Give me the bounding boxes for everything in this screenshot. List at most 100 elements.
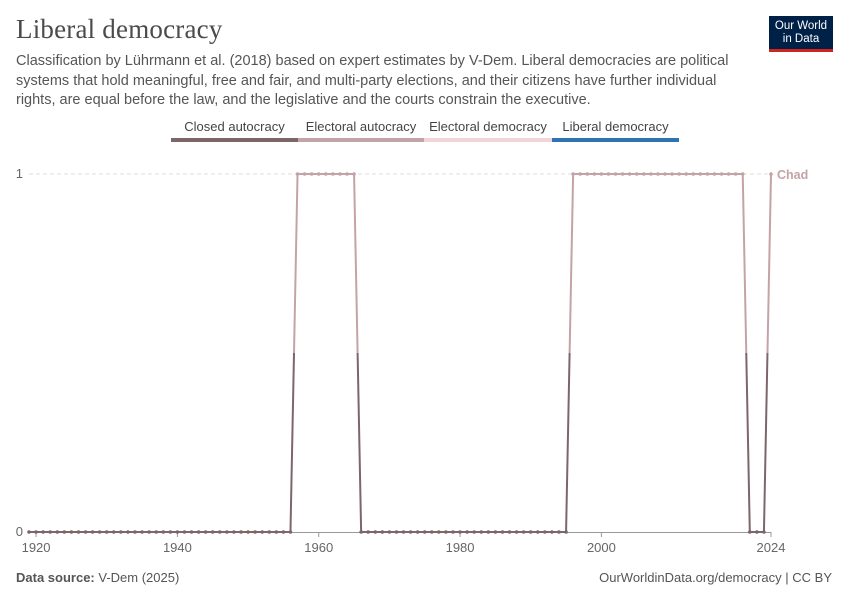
- series-point: [338, 172, 342, 176]
- legend-item-closed-autocracy[interactable]: Closed autocracy: [171, 118, 298, 142]
- chart-subtitle: Classification by Lührmann et al. (2018)…: [16, 53, 729, 108]
- series-point: [691, 172, 696, 176]
- series-point: [670, 172, 674, 176]
- series-point: [663, 172, 667, 176]
- series-point: [281, 530, 286, 534]
- series-point: [719, 172, 724, 176]
- series-point: [359, 530, 363, 534]
- series-point: [500, 530, 505, 534]
- series-point: [430, 530, 434, 534]
- legend-label: Closed autocracy: [184, 119, 285, 134]
- series-point: [465, 530, 469, 534]
- logo-line-2: in Data: [782, 33, 820, 45]
- series-point: [592, 172, 597, 176]
- series-point: [536, 530, 540, 534]
- series-point: [239, 530, 243, 534]
- series-point: [112, 530, 116, 534]
- series-point: [83, 530, 88, 534]
- series-point: [578, 172, 582, 176]
- series-line-segment: [356, 352, 363, 533]
- series-point: [408, 530, 413, 534]
- series-point: [705, 172, 710, 176]
- series-line-segment: [745, 352, 751, 533]
- legend-label: Liberal democracy: [562, 119, 669, 134]
- series-point: [267, 530, 272, 534]
- x-tick-label: 1920: [22, 540, 51, 555]
- series-point: [232, 530, 236, 534]
- series-point: [97, 530, 102, 534]
- series-point: [451, 530, 455, 534]
- series-point: [726, 172, 731, 176]
- series-point: [260, 530, 265, 534]
- series-point: [90, 530, 95, 534]
- series-point: [203, 530, 208, 534]
- credit-link[interactable]: OurWorldinData.org/democracy | CC BY: [599, 570, 832, 585]
- series-point: [140, 530, 144, 534]
- series-point: [324, 172, 328, 176]
- legend-swatch: [171, 138, 298, 142]
- series-point: [634, 172, 639, 176]
- series-point: [302, 172, 307, 176]
- series-point: [345, 172, 349, 176]
- series-point: [543, 530, 547, 534]
- series-point: [599, 172, 604, 176]
- series-point: [458, 530, 462, 534]
- series-point: [528, 530, 533, 534]
- series-point: [147, 530, 151, 534]
- legend-label: Electoral democracy: [429, 119, 547, 134]
- series-point: [34, 530, 38, 534]
- series-point: [119, 530, 123, 534]
- series-point: [253, 530, 257, 534]
- data-source-value[interactable]: V-Dem (2025): [98, 570, 180, 585]
- owid-logo[interactable]: Our World in Data: [769, 16, 833, 52]
- series-point: [133, 530, 137, 534]
- series-point: [366, 530, 371, 534]
- series-line-segment: [353, 173, 359, 354]
- series-point: [606, 172, 611, 176]
- series-point: [76, 530, 81, 534]
- series-point: [394, 530, 399, 534]
- series-line-segment: [565, 352, 571, 533]
- legend-swatch: [424, 138, 552, 142]
- logo-line-1: Our World: [774, 20, 828, 32]
- series-point: [677, 172, 681, 176]
- series-point: [48, 530, 52, 534]
- series-point: [649, 172, 653, 176]
- series-point: [62, 530, 67, 534]
- series-point: [733, 172, 738, 176]
- series-point: [493, 530, 498, 534]
- legend-label: Electoral autocracy: [305, 119, 417, 134]
- x-tick-label: 2024: [757, 540, 786, 555]
- series-point: [755, 530, 759, 534]
- series-point: [656, 172, 660, 176]
- series-point: [613, 172, 618, 176]
- y-tick-label: 1: [16, 166, 23, 181]
- x-tick-label: 1960: [304, 540, 333, 555]
- series-point: [472, 530, 477, 534]
- series-point: [642, 172, 646, 176]
- series-point: [126, 530, 130, 534]
- legend-item-electoral-autocracy[interactable]: Electoral autocracy: [298, 118, 424, 142]
- series-point: [740, 172, 745, 176]
- series-point: [373, 530, 378, 534]
- line-chart: 0 1 1920 1940 1960 1980 2000 2024 Chad: [16, 166, 808, 555]
- data-source: Data source: V-Dem (2025): [16, 570, 179, 585]
- series-line-segment: [762, 352, 769, 533]
- series-point: [507, 530, 512, 534]
- series-point: [27, 530, 31, 534]
- x-tick-label: 1940: [163, 540, 192, 555]
- series-point: [514, 530, 519, 534]
- series-point: [627, 172, 632, 176]
- series-point: [246, 530, 250, 534]
- series-point: [769, 172, 773, 176]
- series-point: [486, 530, 491, 534]
- series-label: Chad: [777, 168, 808, 182]
- series-point: [437, 530, 441, 534]
- series-point: [479, 530, 484, 534]
- series-point: [331, 172, 335, 176]
- series-point: [196, 530, 201, 534]
- legend-item-electoral-democracy[interactable]: Electoral democracy: [424, 118, 552, 142]
- series-point: [571, 172, 575, 176]
- legend-item-liberal-democracy[interactable]: Liberal democracy: [552, 118, 679, 142]
- series-line-segment: [741, 173, 748, 354]
